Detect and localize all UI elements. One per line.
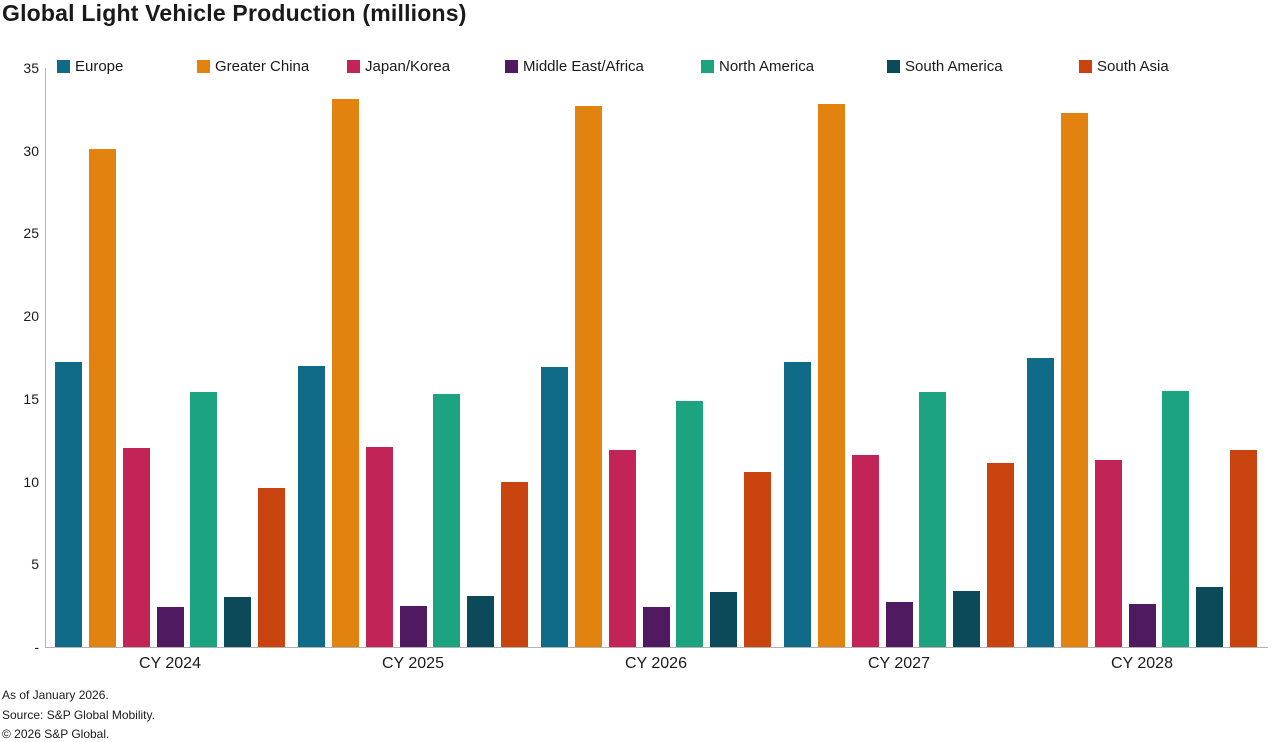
bar-south-asia-cy-2026 (743, 471, 771, 647)
bar-south-america-cy-2025 (467, 595, 495, 647)
x-label-cy-2028: CY 2028 (1111, 655, 1173, 672)
footnotes: As of January 2026. Source: S&P Global M… (2, 686, 155, 742)
bar-south-america-cy-2024 (224, 597, 252, 647)
legend-label-greater-china: Greater China (215, 57, 310, 75)
bar-europe-cy-2027 (784, 362, 812, 647)
bar-greater-china-cy-2025 (331, 99, 359, 647)
bar-greater-china-cy-2024 (88, 149, 116, 647)
bar-japan-korea-cy-2026 (608, 450, 636, 647)
bar-south-america-cy-2026 (710, 592, 738, 647)
legend-label-europe: Europe (75, 57, 124, 75)
legend-item-japan-korea: Japan/Korea (347, 56, 450, 76)
legend-item-south-america: South America (887, 56, 1003, 76)
bar-north-america-cy-2025 (433, 393, 461, 647)
y-tick-30: 30 (23, 142, 39, 159)
bar-middle-east-africa-cy-2028 (1128, 603, 1156, 647)
y-tick-15: 15 (23, 390, 39, 407)
bar-europe-cy-2026 (541, 367, 569, 647)
legend-label-north-america: North America (719, 57, 815, 75)
y-tick-5: 5 (31, 556, 39, 573)
bar-south-america-cy-2027 (953, 590, 981, 647)
bar-middle-east-africa-cy-2026 (642, 607, 670, 647)
legend-item-south-asia: South Asia (1079, 56, 1169, 76)
x-axis-line (45, 647, 1268, 648)
x-label-cy-2027: CY 2027 (868, 655, 930, 672)
legend-swatch-south-america (887, 59, 900, 73)
bar-japan-korea-cy-2027 (851, 455, 879, 647)
legend-swatch-middle-east-africa (505, 59, 518, 73)
bar-japan-korea-cy-2024 (122, 448, 150, 647)
legend-label-japan-korea: Japan/Korea (365, 57, 451, 75)
y-tick-35: 35 (23, 60, 39, 76)
chart-title: Global Light Vehicle Production (million… (2, 0, 467, 26)
legend-swatch-south-asia (1079, 59, 1092, 73)
legend-item-europe: Europe (57, 56, 123, 76)
bar-north-america-cy-2024 (190, 392, 218, 647)
bar-south-asia-cy-2028 (1229, 450, 1257, 647)
footnote-copyright: © 2026 S&P Global. (2, 727, 110, 741)
bar-north-america-cy-2026 (676, 400, 704, 647)
bar-north-america-cy-2027 (919, 392, 947, 647)
x-label-cy-2024: CY 2024 (139, 655, 201, 672)
legend-swatch-north-america (701, 59, 714, 73)
footnote-as-of: As of January 2026. (2, 688, 109, 702)
x-label-cy-2025: CY 2025 (382, 655, 444, 672)
bar-europe-cy-2025 (298, 365, 326, 647)
y-tick-20: 20 (23, 308, 39, 325)
bar-greater-china-cy-2027 (817, 104, 845, 647)
bar-middle-east-africa-cy-2024 (156, 607, 184, 647)
legend-label-south-asia: South Asia (1097, 57, 1169, 75)
legend-swatch-greater-china (197, 59, 210, 73)
bar-japan-korea-cy-2028 (1094, 460, 1122, 647)
bar-south-asia-cy-2024 (257, 488, 285, 647)
legend-label-south-america: South America (905, 57, 1003, 75)
bar-north-america-cy-2028 (1162, 390, 1190, 647)
y-axis-line (45, 68, 46, 647)
legend-item-north-america: North America (701, 56, 814, 76)
y-tick-10: 10 (23, 473, 39, 490)
legend-item-greater-china: Greater China (197, 56, 309, 76)
bar-middle-east-africa-cy-2025 (399, 605, 427, 647)
bar-europe-cy-2024 (55, 362, 83, 647)
legend-label-middle-east-africa: Middle East/Africa (523, 57, 644, 75)
footnote-source: Source: S&P Global Mobility. (2, 707, 155, 722)
bar-greater-china-cy-2026 (574, 106, 602, 647)
bar-greater-china-cy-2028 (1060, 112, 1088, 647)
x-label-cy-2026: CY 2026 (625, 655, 687, 672)
legend-swatch-europe (57, 59, 70, 73)
legend-swatch-japan-korea (347, 59, 360, 73)
bar-japan-korea-cy-2025 (365, 446, 393, 647)
bar-middle-east-africa-cy-2027 (885, 602, 913, 647)
bar-south-america-cy-2028 (1196, 587, 1224, 647)
bar-europe-cy-2028 (1027, 357, 1055, 647)
y-tick-0: - (34, 639, 39, 655)
bar-south-asia-cy-2025 (500, 481, 528, 647)
y-tick-25: 25 (23, 225, 39, 242)
bar-south-asia-cy-2027 (986, 463, 1014, 647)
legend-item-middle-east-africa: Middle East/Africa (505, 56, 644, 76)
